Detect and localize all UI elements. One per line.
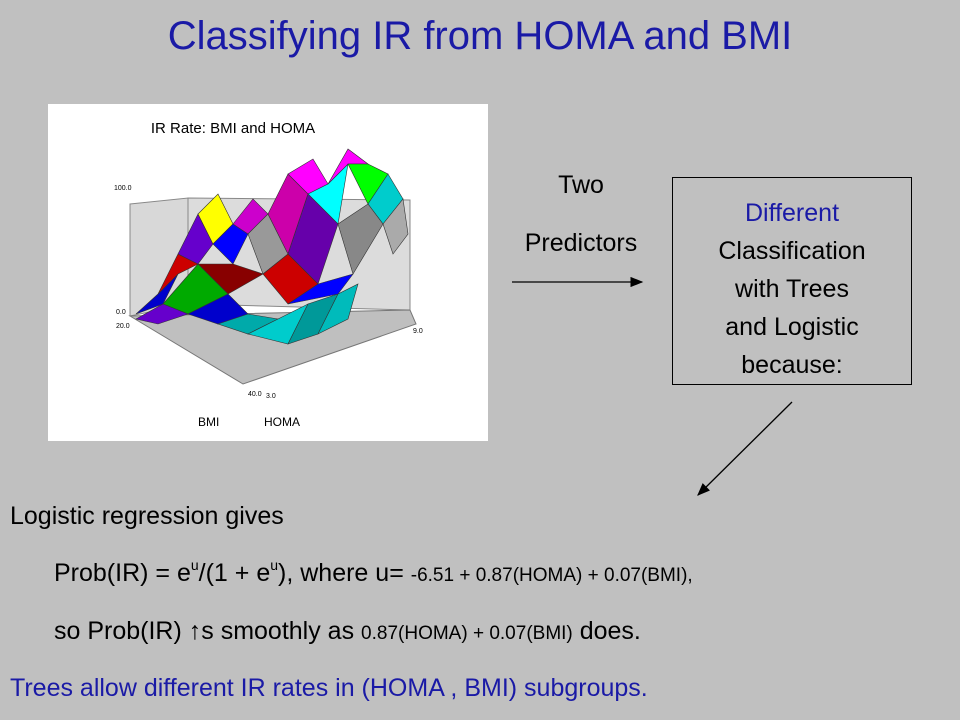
surface-patches [135,148,409,345]
homa-max-label: 9.0 [413,328,423,335]
bmi-max-label: 40.0 [248,391,262,398]
bmi-min-label: 20.0 [116,323,130,330]
bmi-axis-label: BMI [198,415,219,429]
classification-box: Different Classification with Trees and … [672,177,912,385]
z-max-label: 100.0 [114,185,132,192]
linear-predictor: 0.87(HOMA) + 0.07(BMI) [361,623,573,644]
down-arrow [697,401,793,496]
body-line-2: Prob(IR) = eu/(1 + eu), where u= -6.51 +… [54,557,693,587]
z-min-label: 0.0 [116,309,126,316]
homa-axis-label: HOMA [264,415,300,429]
body-line-4: Trees allow different IR rates in (HOMA … [10,674,648,702]
surface-chart: IR Rate: BMI and HOMA [48,104,488,441]
box-line-logistic: and Logistic [725,313,859,341]
box-line-because: because: [741,351,843,379]
predictors-label: Predictors [524,229,638,257]
body-line-3: so Prob(IR) ↑s smoothly as 0.87(HOMA) + … [54,617,641,645]
homa-min-label: 3.0 [266,393,276,400]
body-line-1: Logistic regression gives [10,502,284,530]
box-line-trees: with Trees [735,275,849,303]
box-line-different: Different [744,199,840,227]
logit-formula: -6.51 + 0.87(HOMA) + 0.07(BMI), [410,565,693,586]
chart-title: IR Rate: BMI and HOMA [151,120,315,137]
slide-title: Classifying IR from HOMA and BMI [167,14,793,58]
box-line-classification: Classification [718,237,866,265]
surface-plot: IR Rate: BMI and HOMA [114,120,423,429]
two-label: Two [558,171,604,199]
